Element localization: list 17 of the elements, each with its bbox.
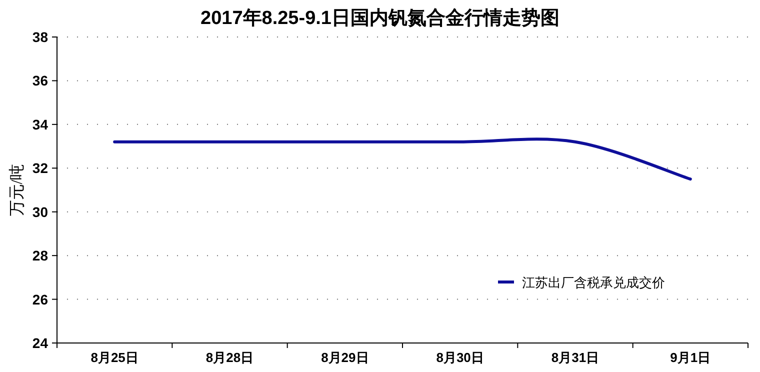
y-tick-label: 28 [32,248,48,264]
y-tick-label: 38 [32,29,48,45]
y-tick-label: 24 [32,335,48,351]
y-tick-label: 32 [32,160,48,176]
chart-title: 2017年8.25-9.1日国内钒氮合金行情走势图 [200,7,560,29]
x-tick-label: 8月29日 [321,350,369,365]
y-axis-title: 万元/吨 [8,164,26,216]
x-tick-label: 8月25日 [90,350,138,365]
y-tick-label: 30 [32,204,48,220]
x-tick-label: 8月30日 [436,350,484,365]
y-tick-label: 26 [32,291,48,308]
x-tick-label: 8月31日 [551,350,600,365]
legend-label: 江苏出厂含税承兑成交价 [522,275,665,290]
x-tick-label: 8月28日 [206,350,254,365]
y-tick-label: 36 [32,72,48,89]
x-tick-label: 9月1日 [670,350,711,365]
y-tick-label: 34 [32,116,48,132]
